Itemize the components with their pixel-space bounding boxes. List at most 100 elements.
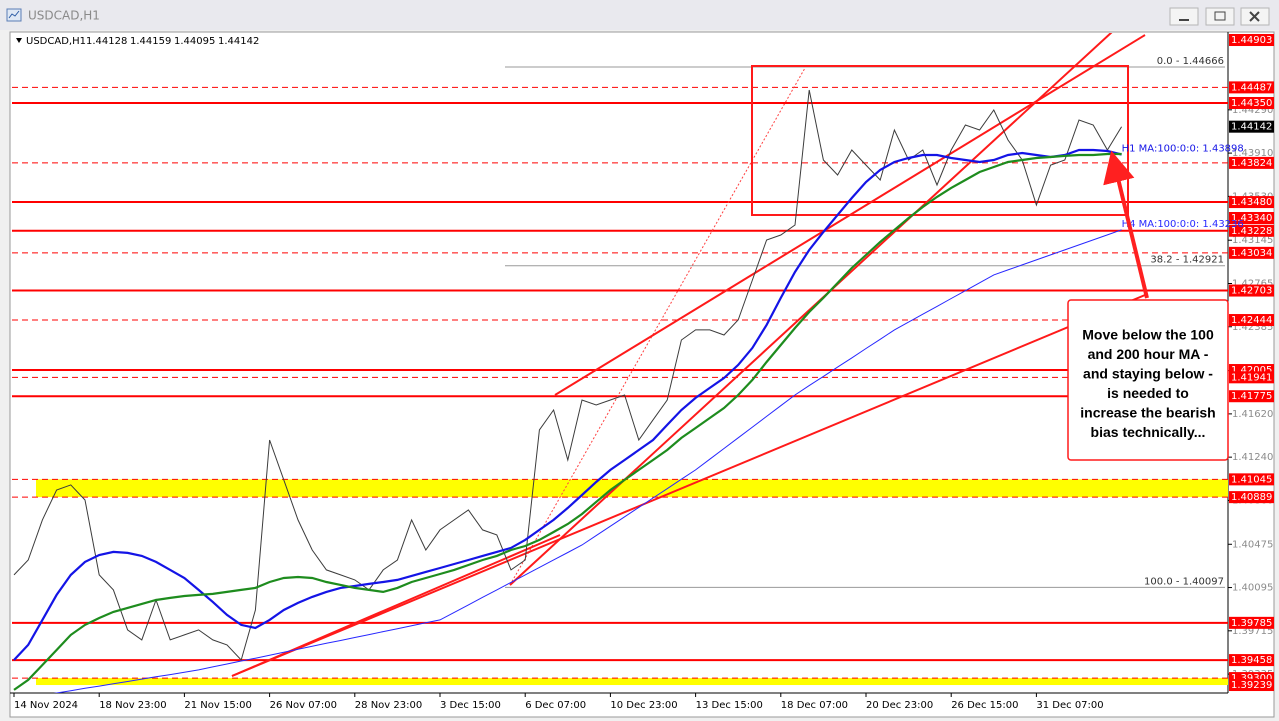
- series-line: [13, 148, 1122, 661]
- level-tag: [1229, 654, 1274, 667]
- x-tick-label: 26 Nov 07:00: [270, 700, 337, 711]
- arrow: [1103, 150, 1149, 299]
- level-label: 1.44903: [1231, 35, 1272, 46]
- level-label: 1.43340: [1231, 213, 1272, 224]
- level-label: 1.39239: [1231, 680, 1272, 691]
- x-tick-label: 3 Dec 15:00: [440, 700, 501, 711]
- window-icon-glyph: [8, 10, 20, 19]
- levels: [12, 86, 1228, 679]
- level-tag: [1229, 246, 1274, 259]
- y-tick-label: 1.43145: [1232, 235, 1273, 246]
- axis-labels: 1.442901.439101.435301.431451.427651.423…: [13, 34, 1274, 711]
- series: [13, 89, 1123, 693]
- y-tick-label: 1.43910: [1232, 148, 1273, 159]
- x-tick-label: 28 Nov 23:00: [355, 700, 422, 711]
- level-tag: [1229, 616, 1274, 629]
- header-triangle: [16, 38, 22, 43]
- series-label: H1 MA:100:0:0: 1.43898: [1122, 143, 1244, 154]
- trend-line: [231, 294, 1146, 677]
- trend-lines: [231, 33, 1146, 677]
- x-tick-label: 21 Nov 15:00: [184, 700, 251, 711]
- high: 1.44159: [130, 36, 171, 47]
- level-tag: [1229, 224, 1274, 237]
- series-line: [53, 229, 1122, 693]
- level-label: 1.43228: [1231, 226, 1272, 237]
- level-tag: [1229, 81, 1274, 94]
- level-tag: [1229, 314, 1274, 327]
- level-tag: [1229, 679, 1274, 692]
- close-glyph: [1249, 11, 1260, 22]
- level-tag: [1229, 491, 1274, 504]
- y-tick-label: 1.40095: [1232, 583, 1273, 594]
- title-bar: [0, 0, 1279, 30]
- annotation: Move below the 100 and 200 hour MA - and s…: [1080, 327, 1215, 441]
- level-label: 1.42005: [1231, 365, 1272, 376]
- x-tick-label: 18 Nov 23:00: [99, 700, 166, 711]
- level-label: 1.41775: [1231, 391, 1272, 402]
- level-tag: [1229, 390, 1274, 403]
- restore-glyph: [1214, 11, 1226, 21]
- level-label: 1.40889: [1231, 492, 1272, 503]
- level-tag: [1229, 196, 1274, 209]
- series-line: [13, 89, 1123, 661]
- zones: [36, 479, 1228, 686]
- annotation-line: and staying below -: [1083, 366, 1213, 382]
- annotation-line: is needed to: [1107, 385, 1189, 401]
- range-box: [751, 65, 1129, 216]
- level-tag: [1229, 371, 1274, 384]
- minimize-button[interactable]: [1169, 7, 1199, 26]
- level-label: 1.43034: [1231, 248, 1272, 259]
- level-label: 1.44487: [1231, 82, 1272, 93]
- level-label: 1.44142: [1231, 122, 1272, 133]
- series-label: H4 MA:100:0:0: 1.43236: [1122, 219, 1244, 230]
- level-label: 1.43824: [1231, 158, 1272, 169]
- series-line: [13, 152, 1122, 691]
- y-tick-label: 1.39715: [1232, 626, 1273, 637]
- level-tag: [1229, 156, 1274, 169]
- x-tick-label: 26 Dec 15:00: [951, 700, 1018, 711]
- level-label: 1.41941: [1231, 372, 1272, 383]
- window-title: USDCAD,H1: [28, 9, 100, 23]
- y-tick-label: 1.42385: [1232, 322, 1273, 333]
- y-tick-label: 1.41240: [1232, 452, 1273, 463]
- zone: [36, 479, 1228, 498]
- y-tick-label: 1.41620: [1232, 409, 1273, 420]
- x-tick-label: 10 Dec 23:00: [610, 700, 677, 711]
- level-label: 1.44350: [1231, 98, 1272, 109]
- fib-label: 100.0 - 1.40097: [1144, 576, 1224, 587]
- x-tick-label: 6 Dec 07:00: [525, 700, 586, 711]
- level-label: 1.41045: [1231, 474, 1272, 485]
- x-tick-label: 14 Nov 2024: [14, 700, 78, 711]
- y-tick-label: 1.42765: [1232, 278, 1273, 289]
- x-tick-label: 20 Dec 23:00: [866, 700, 933, 711]
- level-tag: [1229, 284, 1274, 297]
- annotation-box: [1067, 299, 1229, 461]
- level-tag: [1229, 212, 1274, 225]
- annotation-line: Move below the 100: [1082, 327, 1214, 343]
- fibonacci: 0.0 - 1.44666 38.2 - 1.42921 100.0 - 1.400…: [505, 56, 1225, 588]
- symbol: USDCAD,H1: [26, 36, 86, 47]
- y-tick-label: 1.40475: [1232, 539, 1273, 550]
- level-tag: [1229, 34, 1274, 47]
- level-label: 1.42703: [1231, 286, 1272, 297]
- level-label: 1.39458: [1231, 655, 1272, 666]
- chart-header: USDCAD,H1 1.44128 1.44159 1.44095 1.4414…: [16, 36, 259, 47]
- x-tick-label: 13 Dec 15:00: [696, 700, 763, 711]
- level-label: 1.39785: [1231, 618, 1272, 629]
- fib-label: 38.2 - 1.42921: [1150, 255, 1224, 266]
- x-tick-label: 18 Dec 07:00: [781, 700, 848, 711]
- annotation-line: increase the bearish: [1080, 405, 1215, 421]
- annotation-line: bias technically...: [1091, 424, 1206, 440]
- fib-diagonal: [509, 67, 806, 586]
- close: 1.44142: [218, 36, 259, 47]
- low: 1.44095: [174, 36, 215, 47]
- chart-area: [9, 31, 1275, 718]
- annotation-line: and 200 hour MA -: [1088, 346, 1209, 362]
- level-label: 1.39300: [1231, 673, 1272, 684]
- restore-button[interactable]: [1205, 7, 1235, 26]
- open: 1.44128: [86, 36, 127, 47]
- level-label: 1.43480: [1231, 197, 1272, 208]
- trend-line: [231, 534, 561, 677]
- window-buttons[interactable]: [1169, 7, 1270, 26]
